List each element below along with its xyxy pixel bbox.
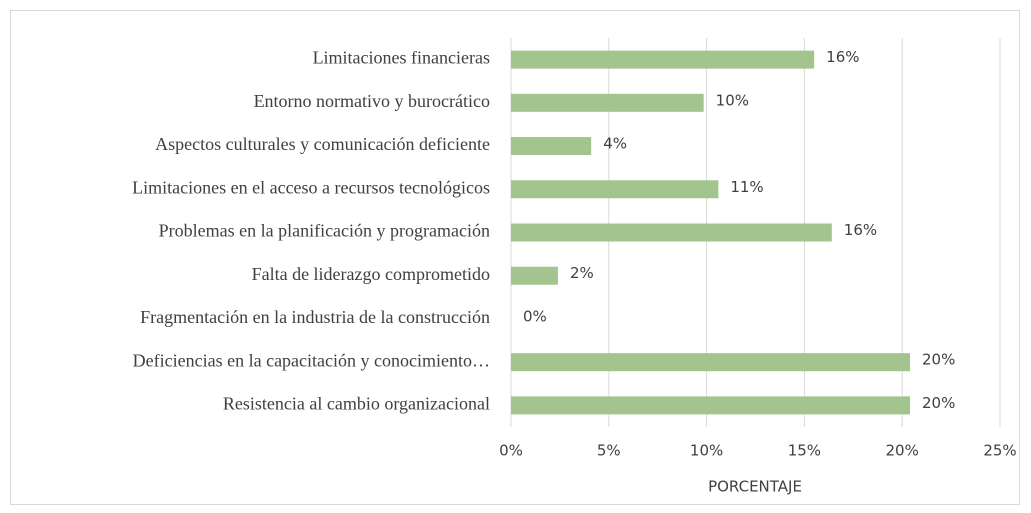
category-label: Fragmentación en la industria de la cons… (140, 307, 490, 327)
x-tick-label: 20% (886, 442, 919, 460)
category-label: Aspectos culturales y comunicación defic… (155, 134, 490, 154)
data-label: 2% (570, 264, 594, 282)
bar (511, 353, 911, 372)
x-tick-label: 10% (690, 442, 723, 460)
bar (511, 396, 911, 415)
data-label: 16% (826, 48, 859, 66)
x-tick-label: 0% (499, 442, 523, 460)
bar (511, 137, 592, 156)
bar (511, 180, 719, 199)
category-label: Problemas en la planificación y programa… (159, 221, 490, 241)
x-tick-label: 5% (597, 442, 621, 460)
data-label: 20% (922, 394, 955, 412)
data-label: 10% (716, 91, 749, 109)
category-label: Falta de liderazgo comprometido (252, 264, 490, 284)
category-label: Limitaciones financieras (313, 48, 490, 68)
category-label: Entorno normativo y burocrático (254, 91, 490, 111)
bar (511, 223, 832, 242)
chart-border (10, 10, 1020, 505)
category-label: Limitaciones en el acceso a recursos tec… (132, 177, 490, 197)
bar (511, 50, 815, 69)
data-label: 11% (730, 178, 763, 196)
x-axis-label: PORCENTAJE (708, 478, 802, 496)
x-tick-label: 25% (983, 442, 1016, 460)
data-label: 20% (922, 351, 955, 369)
bar (511, 93, 704, 112)
bar (511, 266, 558, 285)
data-label: 16% (844, 221, 877, 239)
data-label: 0% (523, 307, 547, 325)
data-label: 4% (603, 135, 627, 153)
category-label: Deficiencias en la capacitación y conoci… (133, 350, 490, 370)
category-label: Resistencia al cambio organizacional (223, 394, 490, 414)
x-tick-label: 15% (788, 442, 821, 460)
